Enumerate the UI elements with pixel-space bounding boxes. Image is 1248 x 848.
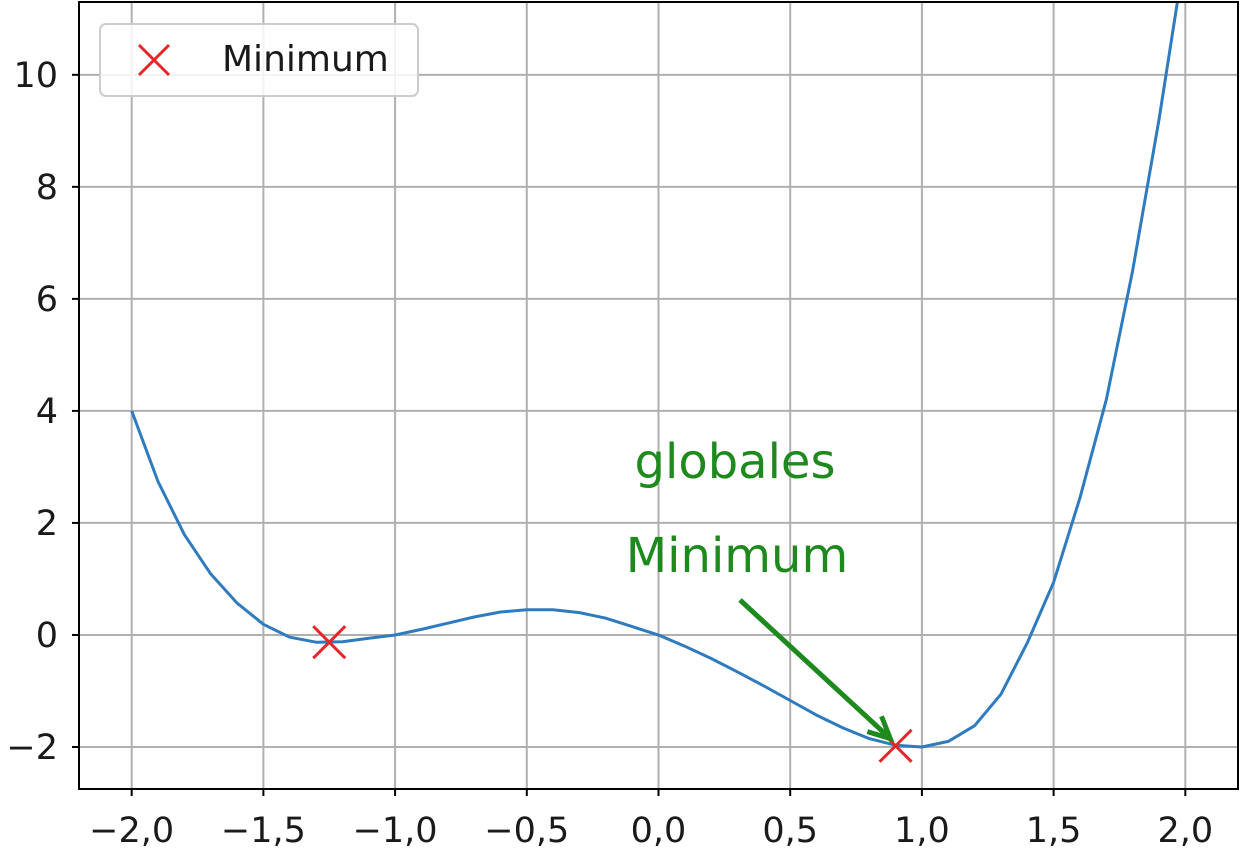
x-tick-label: 0,0 [631,811,687,848]
x-tick-label: 0,5 [762,811,818,848]
curve-layer [130,2,1179,749]
x-tick-label: −1,0 [353,811,438,848]
x-tick-label: 1,5 [1026,811,1082,848]
annotation: globales Minimum [626,434,895,743]
x-tick-label: 1,0 [894,811,950,848]
x-tick-label: −0,5 [484,811,569,848]
annotation-text: globales [635,434,836,490]
y-tick-label: 4 [36,392,58,432]
x-axis-ticks: −2,0 −1,5 −1,0 −0,5 0,0 0,5 1,0 1,5 2,0 [89,789,1213,848]
y-tick-label: −2 [6,728,58,768]
y-tick-label: 10 [13,56,58,96]
y-tick-label: 0 [36,616,58,656]
minimum-markers [312,625,913,763]
function-curve [130,2,1179,749]
y-tick-label: 6 [36,280,58,320]
marker-stroke [312,625,347,660]
annotation-arrow-shaft [738,598,892,741]
minimum-marker [312,625,347,660]
marker-stroke [878,728,913,763]
grid [79,2,1238,789]
annotation-text: Minimum [626,528,848,584]
x-tick-label: −2,0 [89,811,174,848]
x-tick-label: −1,5 [221,811,306,848]
marker-stroke [137,43,171,77]
y-tick-label: 2 [36,504,58,544]
legend-box [99,23,419,97]
legend-marker-x [137,43,171,77]
y-tick-label: 8 [36,168,58,208]
y-axis-ticks: −2 0 2 4 6 8 10 [6,56,79,768]
annotation-arrow-head [866,715,895,743]
legend-label: Minimum [222,39,389,80]
x-tick-label: 2,0 [1157,811,1213,848]
legend: Minimum [99,23,419,97]
